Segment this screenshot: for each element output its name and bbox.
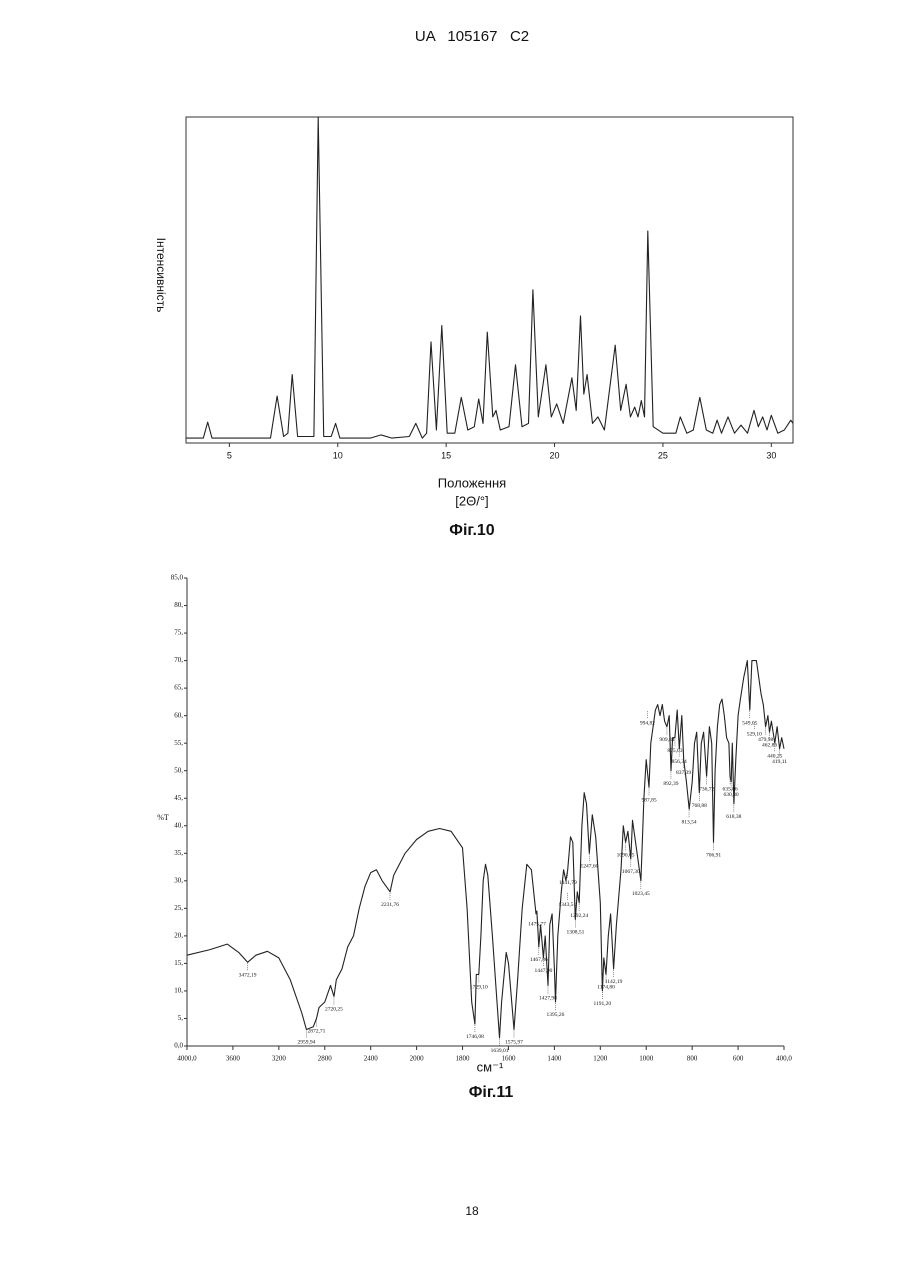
x-tick-label: 1800 [456, 1055, 471, 1063]
peak-label: 736,72 [699, 786, 714, 792]
peak-label: 1142,19 [605, 979, 623, 985]
y-tick-label: 20, [174, 931, 183, 939]
x-axis-unit: [2Θ/°] [455, 493, 488, 508]
x-axis-label: Положення [438, 475, 506, 490]
y-tick-label: 70, [174, 656, 183, 664]
peak-label: 909,84 [659, 737, 674, 743]
header: UA 105167 C2 [415, 28, 529, 45]
peak-label: 1575,97 [505, 1040, 523, 1046]
y-axis-label: %T [157, 813, 169, 822]
x-tick-label: 2000 [410, 1055, 425, 1063]
x-tick-label: 25 [658, 450, 668, 460]
chart: 5 10 15 20 25 30 Інтенсивність Положення [2Θ/°] Ф… [154, 117, 793, 539]
peak-label: 994,82 [640, 720, 655, 726]
peak-label: 1174,80 [597, 985, 615, 991]
peak-label: 837,39 [676, 770, 691, 776]
page-number: 18 [465, 1204, 479, 1218]
y-tick-label: 55, [174, 739, 183, 747]
x-tick-label: 4000,0 [177, 1055, 197, 1063]
y-axis-label: Інтенсивність [154, 238, 168, 313]
peak-label: 1308,51 [566, 930, 584, 936]
peak-label: 2959,94 [297, 1040, 315, 1046]
y-tick-label: 60, [174, 711, 183, 719]
x-axis-label: см⁻¹ [477, 1059, 504, 1074]
figure-caption: Фіг.10 [449, 522, 495, 539]
peak-label: 1067,30 [622, 869, 640, 875]
peak-label: 1427,98 [539, 996, 557, 1002]
y-tick-label: 40, [174, 821, 183, 829]
y-tick-label: 10, [174, 987, 183, 995]
x-tick-label: 400,0 [776, 1055, 792, 1063]
peak-label: 856,34 [672, 759, 687, 765]
y-tick-label: 5, [178, 1014, 184, 1022]
peak-label: 768,88 [692, 803, 707, 809]
x-tick-label: 2800 [318, 1055, 333, 1063]
peak-label: 2231,76 [381, 902, 399, 908]
x-tick-label: 10 [333, 450, 343, 460]
y-tick-label: 65, [174, 684, 183, 692]
peak-label: 1023,45 [632, 891, 650, 897]
peak-label: 1191,20 [593, 1001, 611, 1007]
peak-label: 987,85 [641, 797, 656, 803]
x-tick-label: 2400 [364, 1055, 379, 1063]
x-tick-label: 15 [441, 450, 451, 460]
spectrum-line [186, 117, 793, 438]
peak-label: 2872,71 [307, 1029, 325, 1035]
y-tick-label: 35, [174, 849, 183, 857]
y-tick-label: 75, [174, 629, 183, 637]
x-tick-label: 20 [550, 450, 560, 460]
x-tick-label: 1200 [593, 1055, 608, 1063]
peak-label: 3472,19 [239, 973, 257, 979]
y-tick-label: 80, [174, 601, 183, 609]
x-tick-label: 1600 [501, 1055, 516, 1063]
peak-label: 618,38 [726, 814, 741, 820]
peak-label: 1467,86 [530, 957, 548, 963]
x-tick-label: 3600 [226, 1055, 241, 1063]
peak-label: 813,54 [681, 820, 696, 826]
x-tick-label: 30 [766, 450, 776, 460]
peak-label: 1746,08 [466, 1034, 484, 1040]
y-tick-label: 45, [174, 794, 183, 802]
peak-label: 1475,77 [528, 921, 546, 927]
x-tick-label: 1000 [639, 1055, 654, 1063]
peak-label: 706,91 [706, 853, 721, 859]
y-tick-label: 85,0 [171, 574, 184, 582]
document-page: UA 105167 C2 18 5 10 15 20 25 30 Інтенсивність… [0, 0, 901, 1273]
x-tick-label: 3200 [272, 1055, 287, 1063]
peak-label: 1247,60 [580, 864, 598, 870]
x-tick-label: 5 [227, 450, 232, 460]
peak-label: 1729,10 [470, 985, 488, 991]
peak-label: 1341,79 [559, 880, 577, 886]
peak-label: 1639,01 [491, 1048, 509, 1054]
peak-label: 1395,26 [547, 1012, 565, 1018]
page: {"header": "UA 105167 C2", "page_number"… [0, 0, 901, 1273]
y-tick-label: 0,0 [174, 1042, 183, 1050]
peak-label: 1343,51 [558, 902, 576, 908]
peak-label: 1292,24 [570, 913, 588, 919]
peak-label: 630,30 [724, 792, 739, 798]
peak-label: 892,39 [663, 781, 678, 787]
figure-caption: Фіг.11 [469, 1084, 514, 1101]
peak-label: 1447,90 [534, 968, 552, 974]
peak-label: 2720,25 [325, 1007, 343, 1013]
spectrum-line [187, 661, 784, 1038]
peak-label: 419,11 [772, 759, 787, 765]
peak-label: 875,03 [667, 748, 682, 754]
y-tick-label: 25, [174, 904, 183, 912]
x-tick-label: 600 [733, 1055, 744, 1063]
y-tick-label: 30, [174, 876, 183, 884]
peak-label: 1090,05 [617, 853, 635, 859]
peak-label: 462,86 [762, 742, 777, 748]
chart: 4000,0 3600 3200 2800 2400 2000 1800 1600 1400 12… [157, 574, 792, 1102]
y-tick-label: 15, [174, 959, 183, 967]
peak-label: 549,05 [742, 720, 757, 726]
x-tick-label: 1400 [547, 1055, 562, 1063]
y-tick-label: 50, [174, 766, 183, 774]
plot-frame [186, 117, 793, 443]
x-tick-label: 800 [687, 1055, 698, 1063]
